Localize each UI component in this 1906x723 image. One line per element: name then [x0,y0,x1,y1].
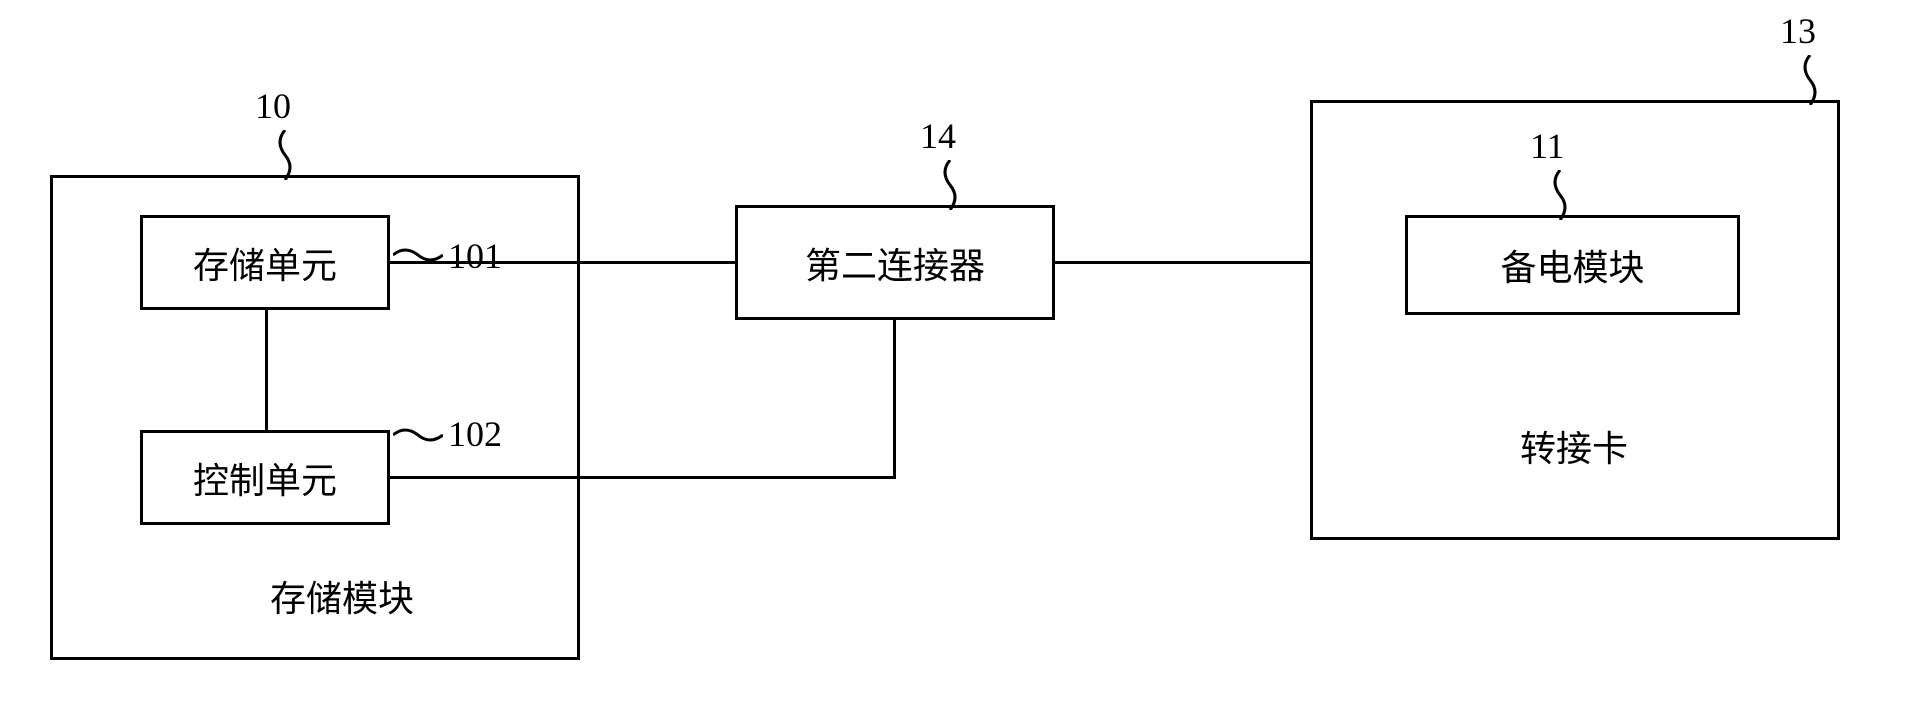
storage-unit-box: 存储单元 [140,215,390,310]
ref-13: 13 [1780,10,1816,52]
storage-module-label: 存储模块 [270,570,414,622]
squiggle-101 [393,240,443,270]
line-connector-to-adapter [1055,261,1310,264]
connector2-box: 第二连接器 [735,205,1055,320]
ref-10: 10 [255,85,291,127]
backup-power-box: 备电模块 [1405,215,1740,315]
squiggle-10 [270,130,300,180]
squiggle-11 [1545,170,1575,220]
line-storage-to-control [265,310,268,430]
adapter-card-label: 转接卡 [1520,420,1628,472]
control-unit-label: 控制单元 [193,452,337,504]
ref-102: 102 [448,413,502,455]
line-control-to-connector-h [390,476,896,479]
line-control-to-connector-v [893,320,896,479]
squiggle-13 [1795,55,1825,105]
ref-101: 101 [448,235,502,277]
storage-unit-label: 存储单元 [193,237,337,289]
adapter-card-box [1310,100,1840,540]
squiggle-14 [935,160,965,210]
connector2-label: 第二连接器 [805,237,985,289]
backup-power-label: 备电模块 [1500,239,1644,291]
ref-14: 14 [920,115,956,157]
ref-11: 11 [1530,125,1565,167]
control-unit-box: 控制单元 [140,430,390,525]
squiggle-102 [393,420,443,450]
